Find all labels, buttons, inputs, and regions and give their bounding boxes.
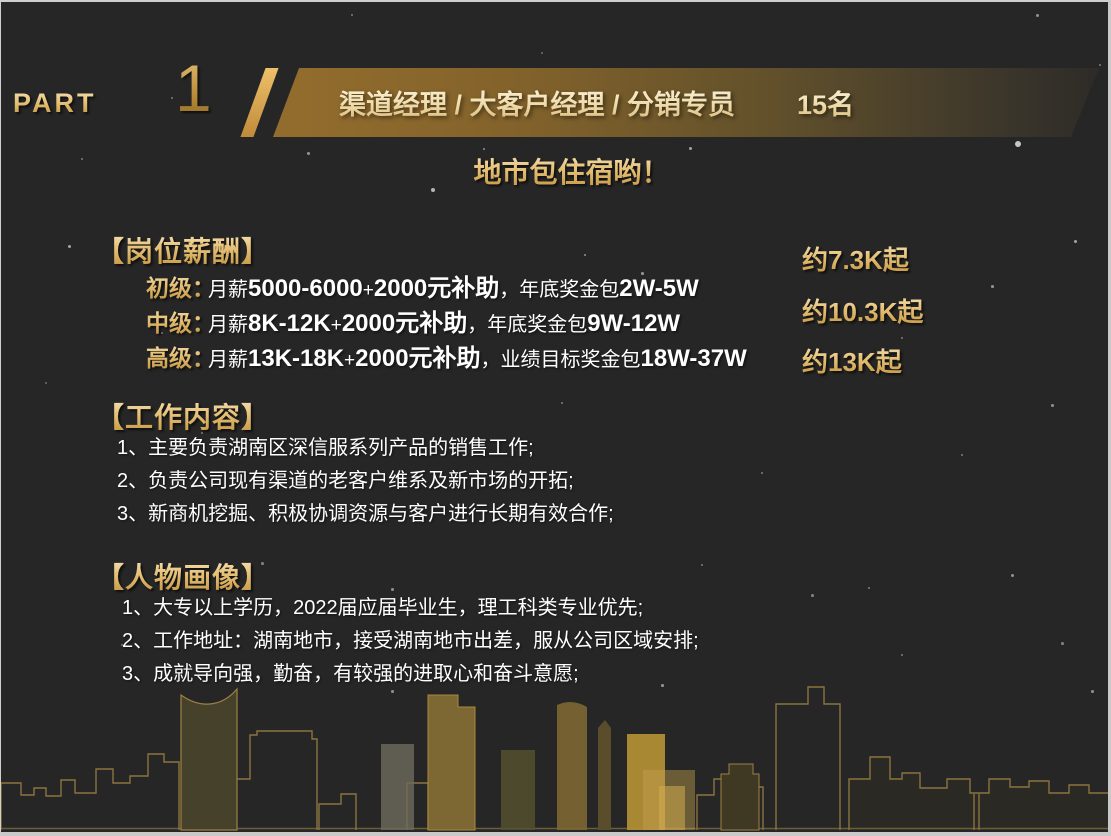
- profile-item-list: 1、大专以上学历，2022届应届毕业生，理工科类专业优先; 2、工作地址：湖南地…: [122, 592, 699, 691]
- part-label: PART: [13, 88, 97, 118]
- banner-slash-decoration: [240, 68, 279, 137]
- salary-subsidy: 2000元补助: [355, 345, 481, 372]
- job-title-banner: 渠道经理 / 大客户经理 / 分销专员 15名: [273, 68, 1099, 137]
- salary-bonus: 2W-5W: [619, 275, 699, 302]
- work-item: 3、新商机挖掘、积极协调资源与客户进行长期有效合作;: [117, 503, 614, 525]
- profile-item: 3、成就导向强，勤奋，有较强的进取心和奋斗意愿;: [122, 663, 579, 685]
- salary-level-label: 初级：: [146, 269, 215, 303]
- work-item: 1、主要负责湖南区深信服系列产品的销售工作;: [117, 437, 534, 459]
- salary-row-mid: 中级： 月薪 8K-12K + 2000元补助 ，年底奖金包 9W-12W: [146, 303, 747, 338]
- salary-bonus-label: ，年底奖金包: [467, 314, 588, 336]
- salary-row-senior: 高级： 月薪 13K-18K + 2000元补助 ，业绩目标奖金包 18W-37…: [146, 338, 747, 373]
- profile-heading: 【人物画像】: [96, 556, 270, 596]
- salary-subsidy: 2000元补助: [341, 310, 468, 337]
- salary-rows: 初级： 月薪 5000-6000 + 2000元补助 ，年底奖金包 2W-5W …: [146, 268, 747, 373]
- salary-level-label: 高级：: [146, 339, 215, 373]
- salary-plus: +: [330, 315, 342, 336]
- approx-salary-mid: 约10.3K起: [802, 292, 923, 329]
- salary-bonus-label: ，业绩目标奖金包: [480, 349, 641, 371]
- salary-prefix: 月薪: [208, 314, 248, 336]
- city-skyline-graphic: [1, 686, 1108, 831]
- approx-salary-junior: 约7.3K起: [802, 240, 909, 277]
- banner-job-titles: 渠道经理 / 大客户经理 / 分销专员: [339, 83, 735, 122]
- salary-heading: 【岗位薪酬】: [96, 230, 270, 270]
- salary-bonus-label: ，年底奖金包: [499, 279, 620, 301]
- salary-level-label: 中级：: [146, 304, 215, 338]
- subtitle-perk: 地市包住宿哟！: [18, 151, 1108, 191]
- salary-plus: +: [344, 350, 356, 371]
- salary-prefix: 月薪: [208, 279, 248, 301]
- salary-bonus: 9W-12W: [587, 310, 681, 337]
- work-item-list: 1、主要负责湖南区深信服系列产品的销售工作; 2、负责公司现有渠道的老客户维系及…: [117, 432, 614, 531]
- approx-salary-senior: 约13K起: [802, 342, 902, 379]
- profile-item: 2、工作地址：湖南地市，接受湖南地市出差，服从公司区域安排;: [122, 630, 699, 652]
- salary-plus: +: [362, 280, 374, 301]
- salary-range: 5000-6000: [248, 275, 363, 302]
- salary-range: 13K-18K: [248, 345, 345, 372]
- salary-bonus: 18W-37W: [640, 345, 747, 372]
- work-heading: 【工作内容】: [96, 396, 270, 436]
- salary-prefix: 月薪: [208, 349, 248, 371]
- salary-range: 8K-12K: [248, 310, 331, 337]
- salary-row-junior: 初级： 月薪 5000-6000 + 2000元补助 ，年底奖金包 2W-5W: [146, 268, 747, 303]
- work-item: 2、负责公司现有渠道的老客户维系及新市场的开拓;: [117, 470, 574, 492]
- banner-headcount: 15名: [797, 83, 854, 122]
- profile-item: 1、大专以上学历，2022届应届毕业生，理工科类专业优先;: [122, 597, 644, 619]
- part-number: 1: [175, 51, 212, 125]
- salary-subsidy: 2000元补助: [373, 275, 500, 302]
